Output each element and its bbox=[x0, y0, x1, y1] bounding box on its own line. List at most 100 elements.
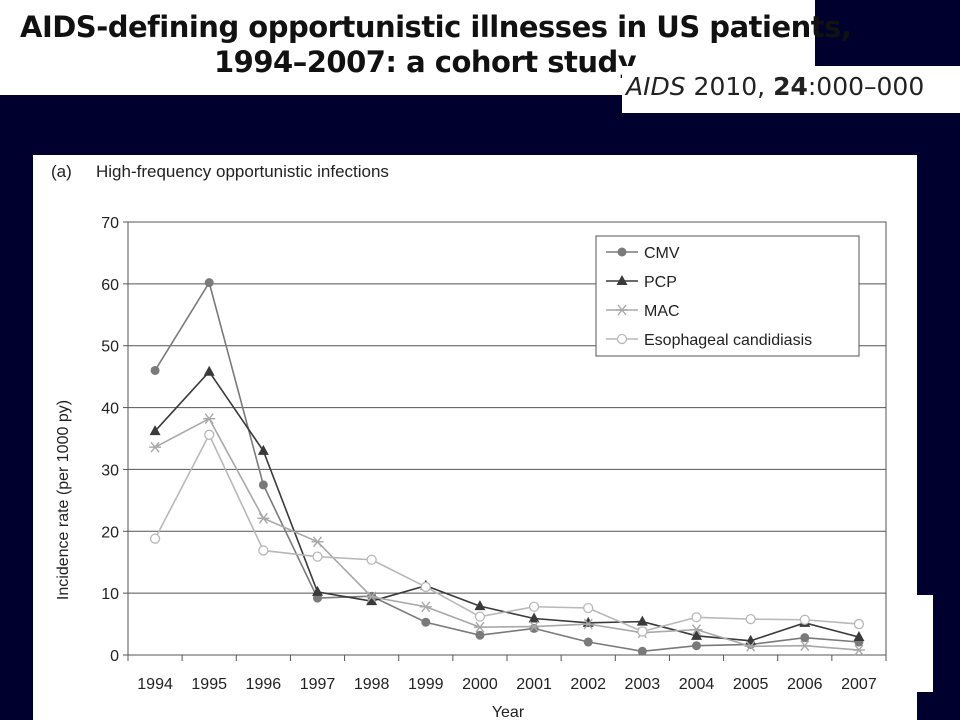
y-tick-label: 40 bbox=[101, 401, 119, 418]
legend-label: Esophageal candidiasis bbox=[644, 332, 812, 349]
data-point bbox=[149, 533, 161, 544]
data-point bbox=[745, 613, 756, 625]
x-tick-label: 1998 bbox=[354, 676, 390, 693]
data-point bbox=[853, 618, 865, 630]
y-tick-label: 0 bbox=[110, 648, 119, 665]
legend-box bbox=[595, 235, 860, 357]
series-layer bbox=[149, 278, 865, 656]
y-tick-label: 10 bbox=[101, 586, 119, 603]
data-point bbox=[852, 644, 865, 656]
series-mac bbox=[149, 413, 865, 656]
x-tick-label: 2000 bbox=[462, 676, 498, 693]
x-tick-label: 1996 bbox=[246, 676, 282, 693]
data-point bbox=[311, 536, 324, 548]
series-line bbox=[154, 432, 859, 633]
data-point bbox=[528, 601, 540, 612]
x-tick-label: 1999 bbox=[408, 676, 444, 693]
y-tick-label: 30 bbox=[101, 462, 119, 479]
data-point bbox=[312, 551, 323, 562]
legend-label: PCP bbox=[644, 274, 677, 291]
x-tick-label: 2005 bbox=[733, 676, 769, 693]
series-line bbox=[154, 370, 860, 642]
x-tick-label: 1997 bbox=[300, 676, 336, 693]
x-tick-label: 2003 bbox=[625, 676, 661, 693]
x-tick-label: 1995 bbox=[191, 676, 227, 693]
data-point bbox=[258, 480, 268, 490]
y-tick-label: 60 bbox=[101, 277, 119, 294]
x-tick-label: 2004 bbox=[679, 676, 715, 693]
y-axis-ticks: 0 10 20 30 40 50 60 70 bbox=[101, 215, 128, 665]
data-point bbox=[637, 646, 647, 656]
data-point bbox=[637, 626, 648, 637]
legend-label: CMV bbox=[644, 245, 680, 262]
data-point bbox=[257, 444, 269, 455]
data-point bbox=[528, 621, 541, 632]
data-point bbox=[616, 275, 628, 285]
data-point bbox=[617, 247, 627, 257]
citation-pages: :000–000 bbox=[807, 72, 925, 101]
citation-journal: AIDS bbox=[626, 72, 686, 101]
data-point bbox=[366, 554, 377, 565]
data-point bbox=[149, 425, 161, 436]
data-point bbox=[744, 640, 757, 652]
citation-volume: 24 bbox=[773, 72, 808, 101]
data-point bbox=[798, 640, 811, 652]
data-point bbox=[583, 637, 593, 647]
x-tick-label: 2002 bbox=[570, 676, 606, 693]
data-point bbox=[420, 581, 431, 593]
data-point bbox=[258, 545, 269, 556]
data-point bbox=[257, 512, 270, 524]
citation-banner bbox=[622, 66, 960, 113]
data-point bbox=[204, 429, 215, 440]
data-point bbox=[150, 365, 160, 375]
data-point bbox=[421, 617, 431, 627]
x-tick-label: 2006 bbox=[787, 676, 823, 693]
x-tick-label: 1994 bbox=[137, 676, 173, 693]
panel-label: (a) bbox=[51, 162, 72, 181]
y-tick-label: 70 bbox=[101, 215, 119, 232]
y-axis-label: Incidence rate (per 1000 py) bbox=[55, 400, 72, 600]
data-point bbox=[692, 641, 701, 651]
data-point bbox=[475, 630, 485, 640]
series-esophageal-candidiasis bbox=[149, 429, 865, 637]
x-tick-label: 2001 bbox=[516, 676, 552, 693]
data-point bbox=[583, 602, 594, 614]
data-point bbox=[528, 612, 540, 623]
legend: CMV PCP MAC Esophageal candidiasis bbox=[595, 235, 860, 357]
data-point bbox=[690, 624, 703, 636]
data-point bbox=[419, 601, 432, 613]
legend-label: MAC bbox=[644, 303, 680, 320]
data-point bbox=[203, 413, 216, 425]
x-axis-label: Year bbox=[492, 704, 525, 720]
data-point bbox=[204, 278, 214, 288]
data-point bbox=[365, 591, 378, 603]
line-chart: (a) High-frequency opportunistic infecti… bbox=[51, 162, 887, 720]
citation: AIDS 2010, 24:000–000 bbox=[626, 72, 924, 101]
data-point bbox=[366, 595, 378, 606]
y-tick-label: 50 bbox=[101, 339, 119, 356]
data-point bbox=[203, 365, 215, 376]
chart-title: High-frequency opportunistic infections bbox=[96, 162, 389, 181]
data-point bbox=[473, 621, 486, 633]
series-line bbox=[154, 417, 859, 651]
data-point bbox=[582, 618, 595, 630]
data-point bbox=[691, 612, 702, 623]
series-line bbox=[154, 280, 859, 653]
x-tick-label: 2007 bbox=[841, 676, 877, 693]
data-point bbox=[149, 441, 162, 453]
data-point bbox=[474, 611, 486, 622]
data-point bbox=[312, 585, 323, 596]
data-point bbox=[853, 631, 865, 642]
data-point bbox=[474, 600, 486, 611]
data-point bbox=[616, 304, 628, 316]
data-point bbox=[799, 614, 810, 625]
data-point bbox=[691, 629, 702, 640]
data-point bbox=[636, 615, 648, 626]
citation-year: 2010, bbox=[685, 72, 774, 101]
slide-title-line-1: AIDS-defining opportunistic illnesses in… bbox=[20, 10, 852, 44]
data-point bbox=[616, 333, 628, 345]
data-point bbox=[800, 633, 810, 643]
x-axis-ticks: 1994 1995 1996 1997 1998 1999 2000 2001 2002 2003… bbox=[127, 655, 887, 693]
y-tick-label: 20 bbox=[101, 524, 119, 541]
slide-title-line-2: 1994–2007: a cohort study bbox=[214, 45, 637, 79]
